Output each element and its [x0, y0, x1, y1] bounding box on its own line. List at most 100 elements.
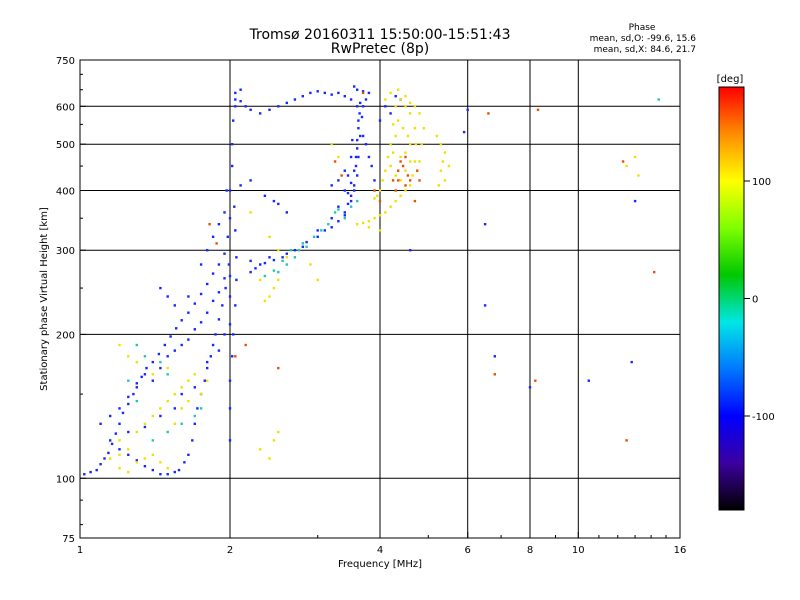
scatter-point	[225, 189, 228, 192]
scatter-point	[211, 343, 215, 347]
scatter-point	[143, 425, 147, 429]
scatter-point	[249, 179, 252, 182]
scatter-point	[110, 442, 114, 446]
scatter-point	[223, 252, 226, 255]
scatter-point	[199, 321, 203, 324]
scatter-point	[409, 160, 412, 163]
scatter-point	[333, 160, 337, 163]
scatter-point	[159, 461, 162, 464]
scatter-point	[121, 411, 125, 415]
scatter-point	[203, 379, 206, 382]
colorbar-tick-label: 0	[752, 295, 758, 306]
scatter-point	[394, 174, 397, 177]
scatter-point	[277, 202, 280, 206]
scatter-point	[272, 199, 276, 203]
scatter-point	[272, 258, 276, 262]
scatter-point	[173, 470, 176, 474]
scatter-point	[384, 211, 387, 214]
scatter-point	[401, 127, 405, 130]
scatter-point	[206, 282, 209, 286]
scatter-point	[346, 191, 350, 195]
scatter-point	[193, 373, 196, 376]
scatter-point	[151, 373, 154, 376]
scatter-point	[249, 108, 252, 111]
scatter-point	[337, 179, 340, 182]
scatter-point	[206, 379, 209, 382]
scatter-point	[356, 174, 359, 177]
scatter-point	[420, 143, 423, 146]
scatter-point	[416, 169, 419, 172]
phase-box-header: Phase	[629, 23, 656, 33]
scatter-point	[166, 399, 169, 403]
scatter-point	[401, 164, 405, 168]
scatter-point	[343, 95, 346, 98]
scatter-point	[337, 205, 340, 208]
scatter-point	[394, 134, 397, 138]
scatter-point	[353, 189, 356, 192]
scatter-point	[343, 217, 346, 220]
scatter-point	[399, 179, 402, 182]
scatter-point	[337, 155, 340, 159]
scatter-point	[259, 448, 262, 451]
scatter-point	[404, 169, 407, 172]
scatter-point	[361, 221, 365, 225]
scatter-point	[143, 355, 147, 358]
scatter-point	[193, 328, 196, 331]
scatter-point	[316, 229, 319, 232]
x-tick-label: 6	[465, 545, 471, 556]
scatter-point	[268, 457, 271, 460]
scatter-point	[233, 205, 236, 208]
scatter-point	[404, 151, 407, 154]
scatter-point	[135, 360, 138, 364]
scatter-point	[337, 220, 340, 223]
scatter-point	[196, 407, 199, 410]
scatter-point	[437, 184, 440, 187]
scatter-point	[301, 245, 304, 248]
scatter-point	[439, 169, 443, 172]
scatter-point	[633, 155, 637, 159]
scatter-point	[232, 333, 235, 336]
scatter-point	[228, 379, 232, 382]
scatter-point	[169, 335, 172, 338]
scatter-point	[351, 138, 354, 142]
scatter-point	[413, 127, 417, 130]
scatter-point	[357, 155, 360, 159]
scatter-point	[389, 112, 392, 115]
scatter-point	[214, 333, 217, 336]
scatter-point	[268, 108, 271, 111]
scatter-point	[118, 453, 121, 456]
scatter-point	[232, 119, 235, 122]
scatter-point	[187, 399, 190, 403]
scatter-point	[191, 439, 194, 442]
scatter-point	[228, 407, 232, 410]
scatter-point	[305, 240, 308, 244]
scatter-point	[330, 217, 333, 220]
scatter-point	[285, 256, 288, 259]
scatter-point	[221, 304, 224, 307]
scatter-point	[406, 134, 410, 138]
scatter-point	[217, 263, 221, 266]
scatter-point	[312, 235, 316, 238]
scatter-point	[103, 457, 106, 460]
scatter-point	[657, 98, 660, 101]
scatter-point	[435, 134, 438, 138]
scatter-point	[223, 211, 226, 214]
points-layer	[83, 85, 660, 476]
scatter-point	[177, 468, 181, 472]
scatter-point	[193, 414, 196, 418]
scatter-point	[231, 355, 234, 358]
scatter-point	[409, 249, 412, 252]
scatter-point	[228, 217, 232, 220]
scatter-point	[151, 414, 154, 418]
scatter-point	[263, 274, 267, 278]
scatter-point	[228, 189, 232, 192]
scatter-point	[234, 304, 237, 307]
scatter-point	[226, 235, 229, 238]
scatter-point	[215, 242, 218, 245]
scatter-point	[89, 470, 92, 474]
scatter-point	[143, 457, 147, 460]
scatter-point	[173, 392, 176, 396]
scatter-point	[143, 373, 147, 376]
colorbar-tick-label: 100	[752, 177, 771, 188]
scatter-point	[199, 407, 203, 410]
